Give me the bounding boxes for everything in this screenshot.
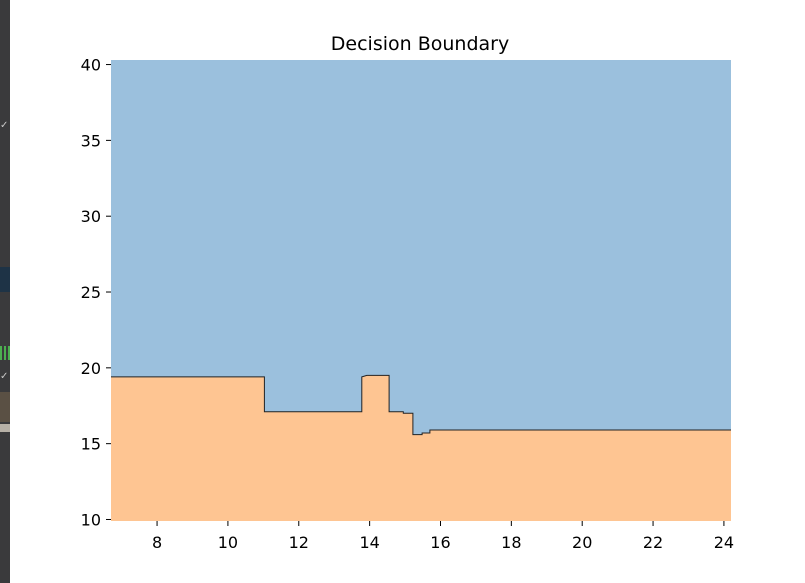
x-tick-label: 8 (152, 533, 162, 552)
x-tick-label: 18 (501, 533, 521, 552)
x-tick-label: 24 (714, 533, 734, 552)
editor-side-strip: ✓ ✓ (0, 0, 10, 583)
y-tick-label: 35 (81, 131, 101, 150)
chart-title: Decision Boundary (331, 33, 509, 55)
x-tick-label: 22 (643, 533, 663, 552)
y-tick-label: 40 (81, 56, 101, 75)
x-tick-label: 10 (218, 533, 238, 552)
plot-area (111, 60, 731, 521)
thumbnail-image (0, 392, 10, 422)
selected-row-marker (0, 267, 10, 292)
x-tick-label: 16 (430, 533, 450, 552)
x-axis: 8 10 12 14 16 18 20 22 24 (152, 521, 734, 552)
x-tick-label: 14 (359, 533, 379, 552)
check-icon: ✓ (0, 120, 9, 131)
thumbnail-caption (0, 424, 10, 432)
y-tick-label: 25 (81, 283, 101, 302)
y-tick-label: 20 (81, 359, 101, 378)
bar-icon (0, 346, 10, 360)
y-axis: 10 15 20 25 30 35 40 (81, 56, 111, 529)
x-tick-label: 20 (572, 533, 592, 552)
boundary-line (111, 374, 731, 436)
x-tick-label: 12 (289, 533, 309, 552)
check-icon: ✓ (0, 371, 9, 382)
y-tick-label: 10 (81, 510, 101, 529)
y-tick-label: 30 (81, 207, 101, 226)
y-tick-label: 15 (81, 435, 101, 454)
